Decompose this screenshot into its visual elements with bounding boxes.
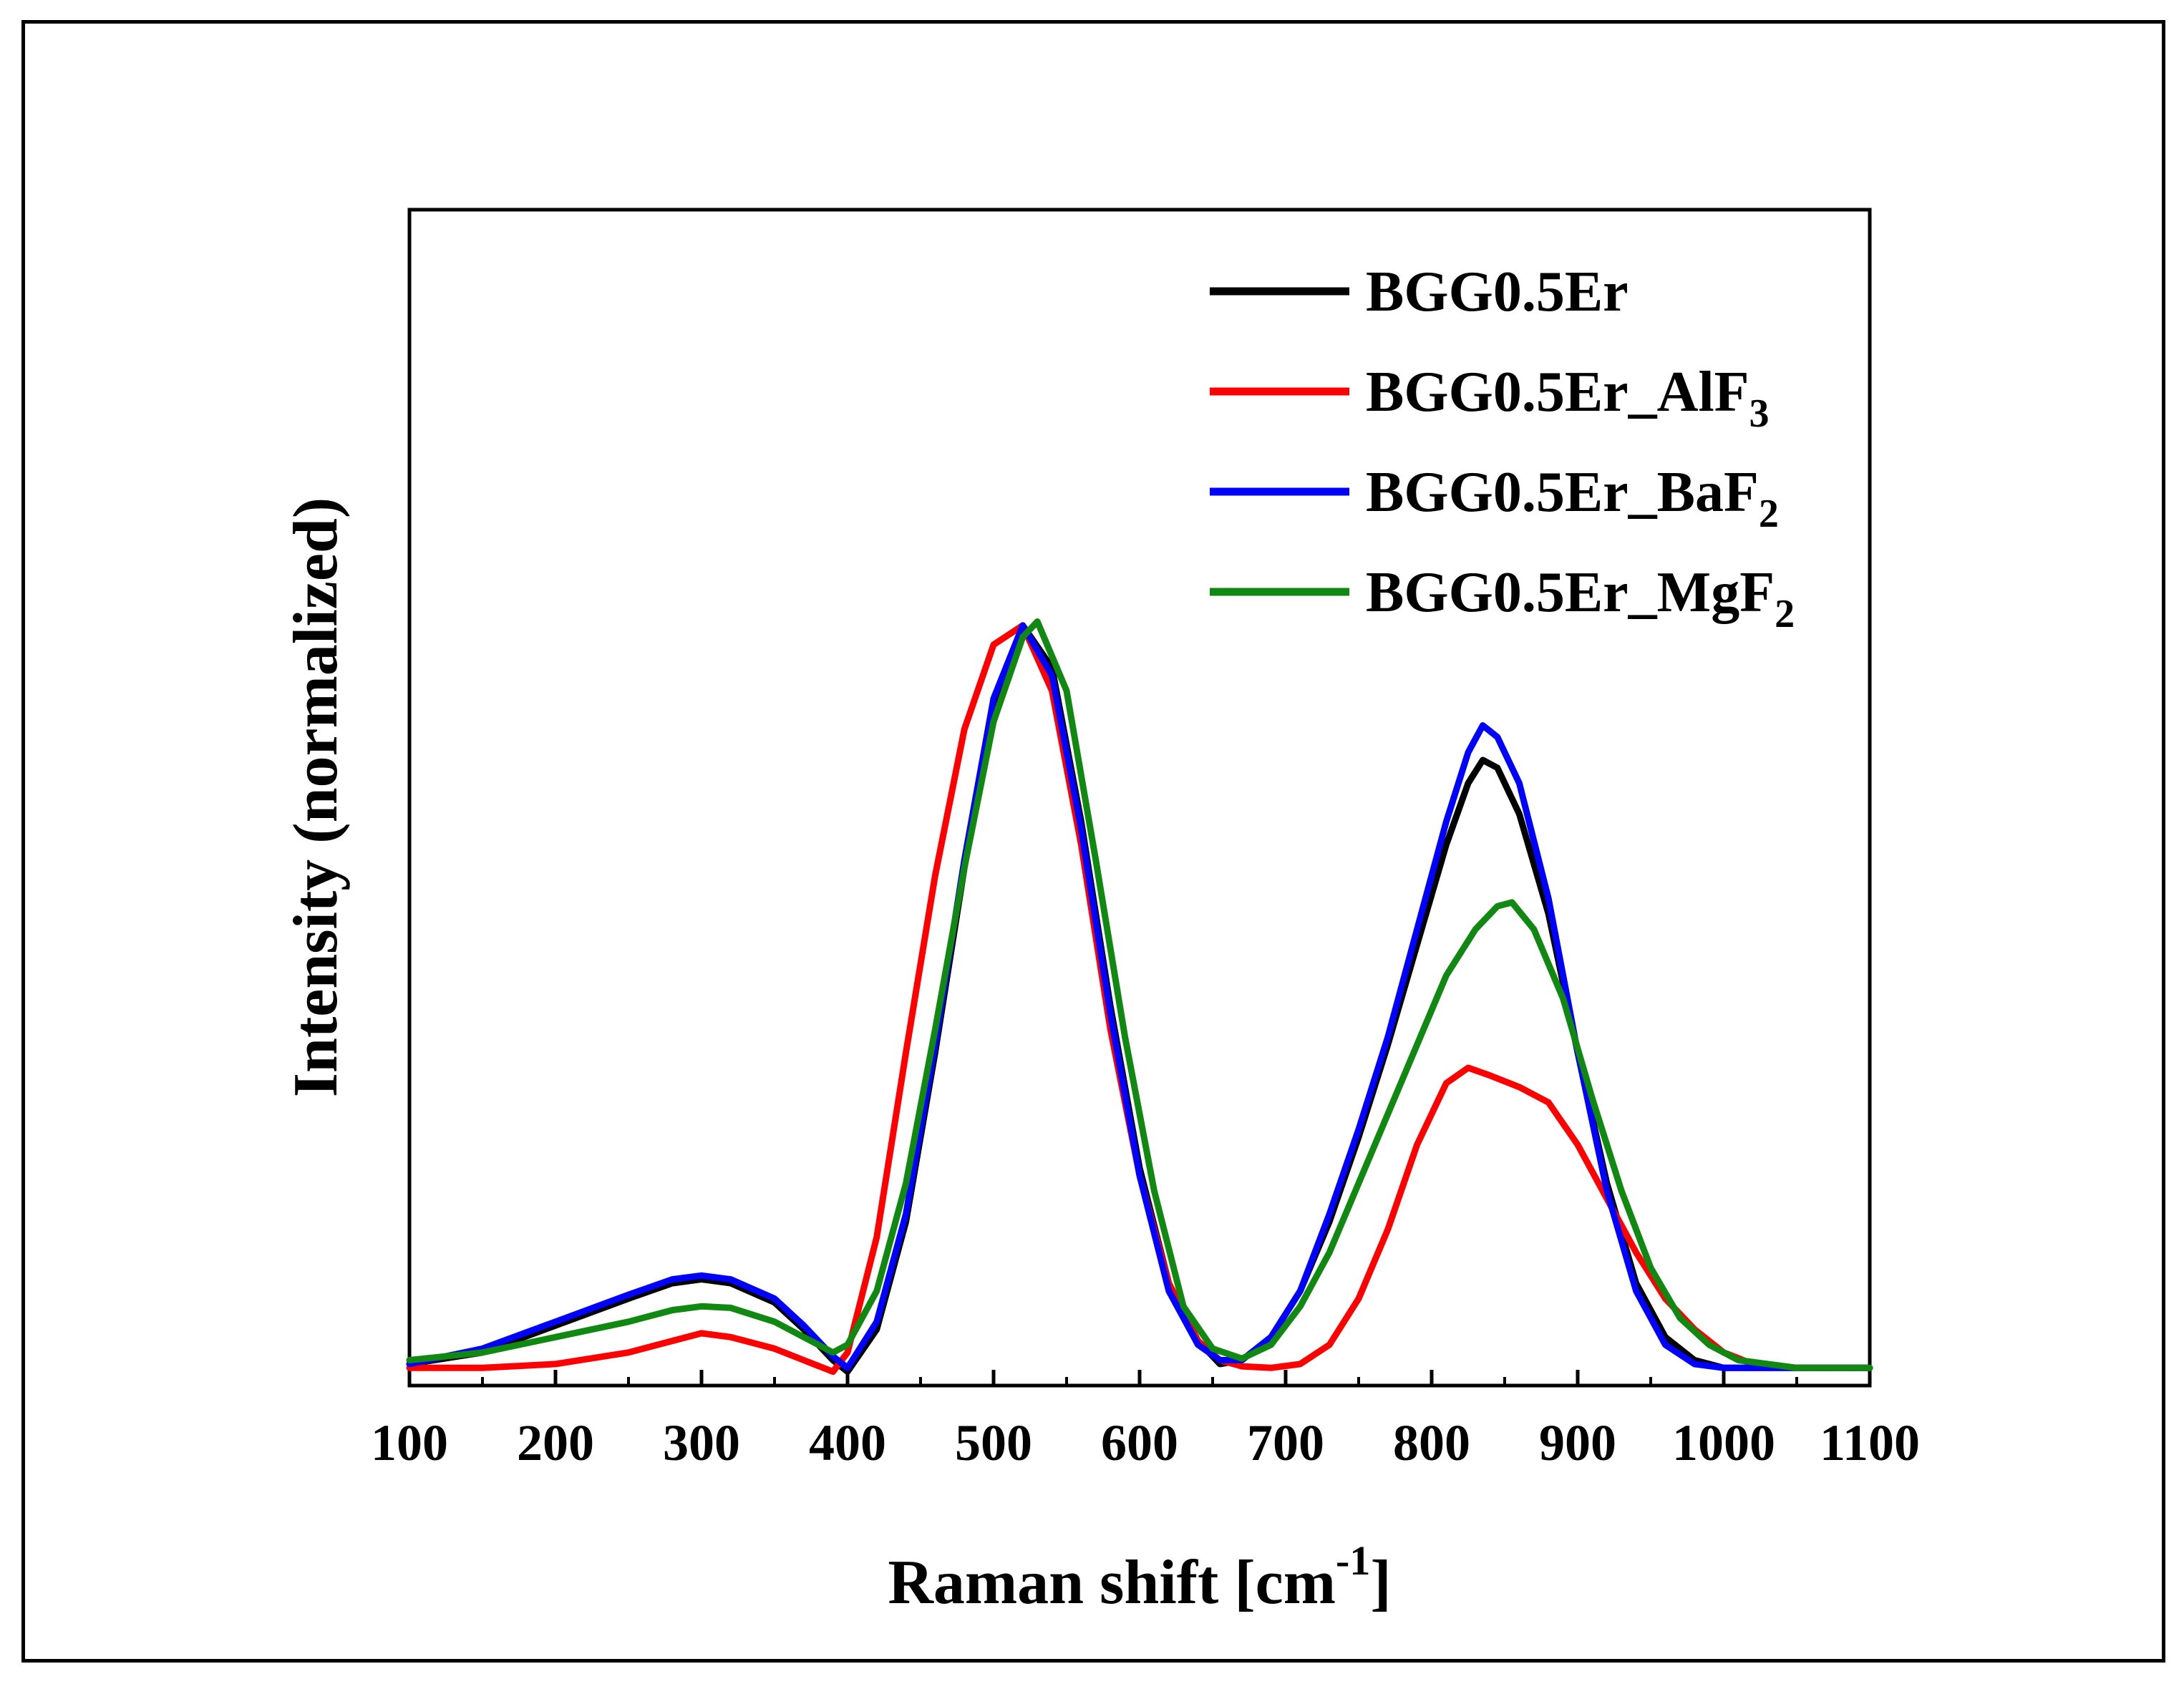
x-axis-title-close: ] xyxy=(1370,1548,1391,1617)
x-tick-label: 200 xyxy=(517,1414,594,1471)
legend-label-base: BGG0.5Er_AlF xyxy=(1366,361,1749,424)
x-tick-label: 400 xyxy=(809,1414,886,1471)
legend-label-base: BGG0.5Er xyxy=(1366,261,1629,323)
legend-label-subscript: 2 xyxy=(1759,492,1779,536)
y-axis-title: Intensity (normalized) xyxy=(281,497,351,1097)
series-line-bgg0-5er-baf2 xyxy=(406,622,1873,1371)
x-tick-label: 1000 xyxy=(1672,1414,1775,1471)
legend-label-base: BGG0.5Er_BaF xyxy=(1366,461,1759,524)
x-tick-label: 600 xyxy=(1101,1414,1178,1471)
x-tick-label: 800 xyxy=(1393,1414,1470,1471)
x-axis-title: Raman shift [cm-1] xyxy=(888,1537,1391,1617)
x-tick-label: 300 xyxy=(663,1414,740,1471)
x-ticks: 100 200 300 400 500 600 700 800 900 1000 1100 xyxy=(371,1370,1920,1471)
x-tick-label: 1100 xyxy=(1820,1414,1920,1471)
x-axis-title-text: Raman shift [cm xyxy=(888,1548,1336,1617)
x-axis-title-superscript: -1 xyxy=(1336,1537,1370,1584)
legend-label: BGG0.5Er_BaF2 xyxy=(1366,461,1779,536)
legend-label-subscript: 3 xyxy=(1749,391,1770,436)
x-tick-label: 900 xyxy=(1539,1414,1616,1471)
legend-label: BGG0.5Er_MgF2 xyxy=(1366,561,1795,636)
legend-label-subscript: 2 xyxy=(1775,592,1795,636)
x-tick-label: 500 xyxy=(955,1414,1032,1471)
x-tick-label: 700 xyxy=(1247,1414,1324,1471)
legend: BGG0.5ErBGG0.5Er_AlF3BGG0.5Er_BaF2BGG0.5… xyxy=(1210,261,1795,636)
legend-label: BGG0.5Er xyxy=(1366,261,1629,323)
x-tick-label: 100 xyxy=(371,1414,448,1471)
series-lines xyxy=(406,618,1873,1376)
legend-label-base: BGG0.5Er_MgF xyxy=(1366,561,1775,624)
legend-label: BGG0.5Er_AlF3 xyxy=(1366,361,1770,436)
series-line-bgg0-5er-mgf2 xyxy=(406,618,1873,1371)
